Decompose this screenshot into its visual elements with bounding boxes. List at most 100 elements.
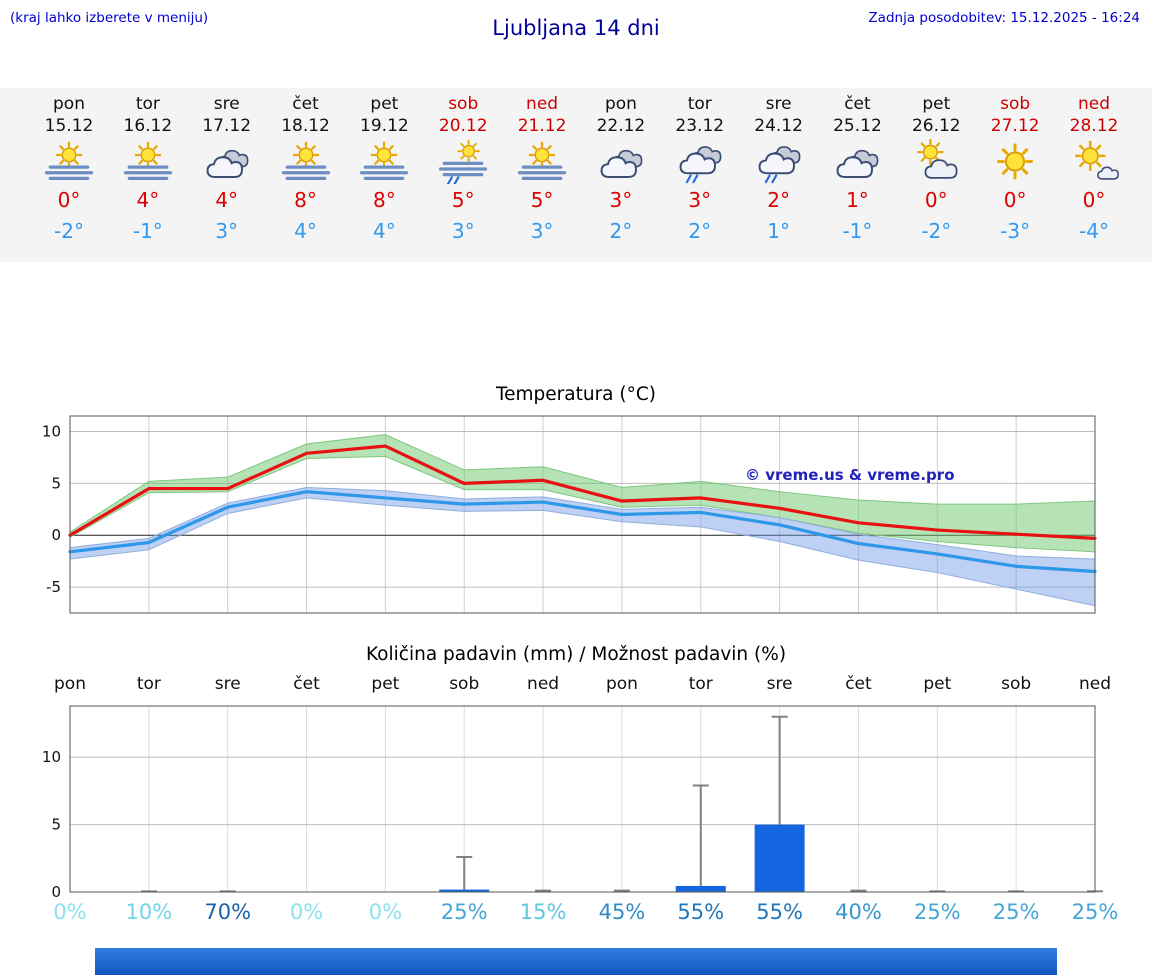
precip-day-label: sob: [1001, 674, 1032, 694]
low-temp: -3°: [1000, 219, 1031, 243]
precip-day-label: pon: [54, 674, 86, 694]
forecast-day: pon 22.12 3° 2°: [581, 94, 661, 243]
high-temp: 3°: [688, 188, 712, 212]
high-temp: 0°: [57, 188, 81, 212]
forecast-day: sre 24.12 2° 1°: [739, 94, 819, 243]
cloud-rain-icon: [749, 139, 809, 184]
low-temp: 3°: [215, 219, 239, 243]
precip-percent-label: 40%: [835, 900, 882, 924]
forecast-day: pet 26.12 0° -2°: [896, 94, 976, 243]
cloudy-icon: [591, 139, 651, 184]
y-axis-tick-label: 10: [42, 423, 61, 441]
low-temp: 4°: [294, 219, 317, 243]
precip-percent-label: 55%: [756, 900, 803, 924]
last-update-timestamp: Zadnja posodobitev: 15.12.2025 - 16:24: [868, 10, 1140, 26]
high-temp: 8°: [294, 188, 317, 212]
precip-day-label: sob: [449, 674, 480, 694]
y-axis-tick-label: -5: [46, 578, 61, 596]
low-temp: -1°: [842, 219, 873, 243]
low-temp: 3°: [451, 219, 475, 243]
precip-day-label: sre: [214, 674, 241, 694]
precip-day-label: tor: [688, 674, 713, 694]
sun-small-cloud-icon: [1064, 139, 1124, 184]
day-name: pon: [604, 94, 637, 114]
y-axis-tick-label: 0: [51, 526, 61, 544]
day-date: 15.12: [44, 116, 94, 136]
forecast-day: pon 15.12 0° -2°: [29, 94, 109, 243]
day-date: 27.12: [990, 116, 1040, 136]
forecast-day: čet 18.12 8° 4°: [266, 94, 346, 243]
y-axis-tick-label: 5: [51, 474, 61, 492]
sun-fog-icon: [39, 139, 99, 184]
forecast-day: sre 17.12 4° 3°: [187, 94, 267, 243]
precip-percent-label: 15%: [519, 900, 567, 924]
day-name: čet: [844, 94, 871, 114]
precip-day-label: pon: [605, 674, 638, 694]
sun-fog-icon: [354, 139, 414, 184]
sun-icon: [985, 139, 1045, 184]
low-temp: 2°: [688, 219, 712, 243]
day-date: 25.12: [833, 116, 882, 136]
day-name: sob: [1000, 94, 1031, 114]
precip-percent-label: 25%: [992, 900, 1040, 924]
day-name: čet: [292, 94, 319, 114]
cloudy-icon: [197, 139, 257, 184]
precip-percent-label: 25%: [1071, 900, 1119, 924]
cloud-rain-icon: [670, 139, 730, 184]
low-temp: 2°: [609, 219, 633, 243]
cloudy-icon: [827, 139, 887, 184]
temperature-chart-title: Temperatura (°C): [495, 384, 657, 405]
high-temp: 3°: [609, 188, 633, 212]
forecast-day: ned 28.12 0° -4°: [1054, 94, 1134, 243]
sun-fog-icon: [512, 139, 572, 184]
max-range-band: [69, 434, 1096, 553]
low-temp: 1°: [767, 219, 790, 243]
page-title: Ljubljana 14 dni: [492, 16, 660, 40]
precip-percent-label: 45%: [598, 900, 646, 924]
high-temp: 0°: [1003, 188, 1027, 212]
high-temp: 8°: [373, 188, 396, 212]
forecast-day: sob 20.12 5° 3°: [423, 94, 503, 243]
day-name: pet: [370, 94, 399, 114]
day-name: tor: [135, 94, 160, 114]
precip-percent-label: 25%: [440, 900, 488, 924]
precip-percent-label: 0%: [368, 900, 403, 924]
low-temp: -2°: [54, 219, 84, 243]
sun-fog-icon: [118, 139, 178, 184]
plot-border: [69, 415, 1096, 614]
high-temp: 0°: [1082, 188, 1106, 212]
high-temp: 1°: [846, 188, 869, 212]
day-date: 23.12: [675, 116, 725, 136]
low-temp: -4°: [1079, 219, 1109, 243]
day-date: 26.12: [911, 116, 961, 136]
precip-day-label: pet: [923, 674, 952, 694]
plot-border: [69, 705, 1096, 893]
watermark: © vreme.us & vreme.pro: [745, 466, 955, 484]
precip-day-label: ned: [1078, 674, 1112, 694]
sun-cloud-icon: [906, 139, 966, 184]
forecast-day: tor 16.12 4° -1°: [108, 94, 188, 243]
high-temp: 2°: [767, 188, 790, 212]
day-date: 22.12: [596, 116, 646, 136]
day-date: 20.12: [438, 116, 488, 136]
day-name: pon: [53, 94, 85, 114]
day-name: ned: [526, 94, 559, 114]
precip-day-label: pet: [371, 674, 400, 694]
day-name: sre: [765, 94, 792, 114]
day-date: 24.12: [754, 116, 803, 136]
day-date: 16.12: [123, 116, 173, 136]
sun-fog-rain-icon: [433, 139, 493, 184]
y-axis-tick-label: 10: [42, 748, 61, 766]
forecast-strip: pon 15.12 0° -2° tor 16.12 4° -1° sre 17…: [0, 88, 1152, 262]
high-temp: 0°: [924, 188, 948, 212]
forecast-day: sob 27.12 0° -3°: [975, 94, 1055, 243]
precip-percent-label: 55%: [677, 900, 725, 924]
precip-percent-row: 0% 10% 70% 0% 0% 25% 15% 45% 55% 55% 40% 25% 25% 25%: [0, 900, 1152, 926]
menu-hint: (kraj lahko izberete v meniju): [10, 10, 209, 26]
sun-fog-icon: [276, 139, 336, 184]
day-name: sre: [213, 94, 240, 114]
day-date: 19.12: [360, 116, 409, 136]
precip-day-label: sre: [766, 674, 793, 694]
low-temp: 4°: [373, 219, 396, 243]
